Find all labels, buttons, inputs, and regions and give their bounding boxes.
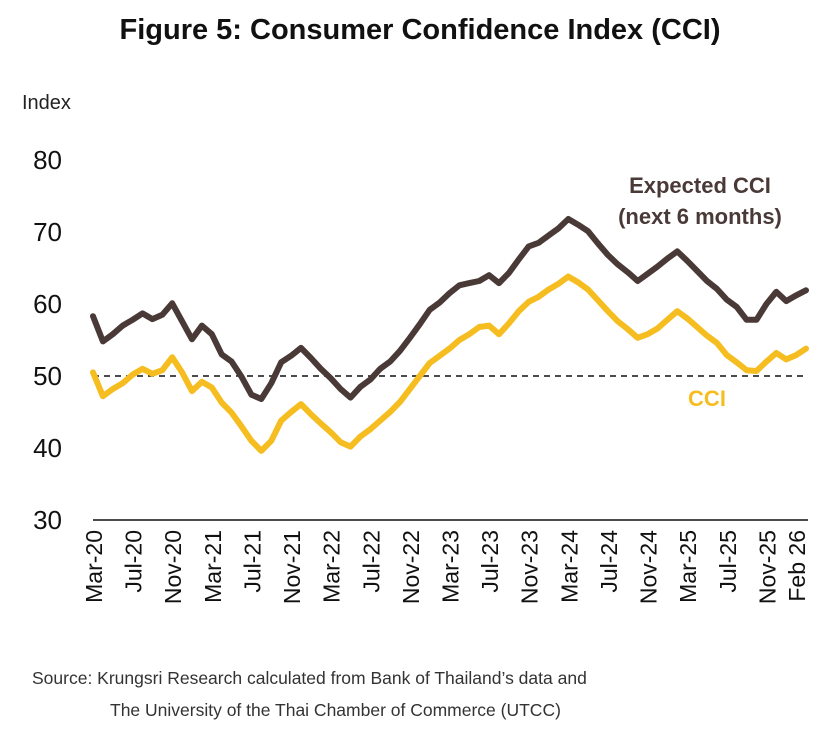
y-tick-labels: 30 40 50 60 70 80 (33, 145, 62, 535)
x-tick-label: Jul-21 (239, 530, 265, 593)
x-tick-label: Nov-21 (279, 530, 305, 604)
expected-cci-line (90, 216, 809, 402)
y-axis-label: Index (22, 92, 71, 114)
source-line-1: Source: Krungsri Research calculated fro… (32, 668, 587, 688)
y-tick-label: 30 (33, 505, 62, 535)
x-tick-labels: Mar-20 Jul-20 Nov-20 Mar-21 Jul-21 Nov-21 Mar-… (81, 530, 810, 604)
y-tick-label: 40 (33, 433, 62, 463)
x-tick-label: Jul-20 (121, 530, 147, 593)
expected-cci-annotation-sub: (next 6 months) (618, 204, 782, 229)
x-tick-label: Mar-24 (556, 530, 582, 603)
x-tick-label: Jul-23 (477, 530, 503, 593)
x-tick-label: Mar-22 (319, 530, 345, 603)
x-tick-label: Nov-22 (398, 530, 424, 604)
x-tick-label: Mar-20 (81, 530, 107, 603)
x-tick-label: Feb 26 (784, 530, 810, 602)
y-tick-label: 70 (33, 217, 62, 247)
y-tick-label: 60 (33, 289, 62, 319)
x-tick-label: Nov-23 (517, 530, 543, 604)
cci-line (90, 273, 809, 454)
x-tick-label: Mar-21 (200, 530, 226, 603)
x-tick-label: Nov-25 (754, 530, 780, 604)
expected-cci-annotation: Expected CCI (629, 173, 771, 198)
y-tick-label: 50 (33, 361, 62, 391)
x-tick-label: Jul-22 (358, 530, 384, 593)
source-line-2: The University of the Thai Chamber of Co… (110, 700, 561, 720)
series-lines (90, 216, 809, 454)
x-tick-label: Nov-24 (636, 530, 662, 604)
x-tick-label: Mar-23 (438, 530, 464, 603)
x-tick-label: Jul-24 (596, 530, 622, 593)
x-tick-label: Jul-25 (715, 530, 741, 593)
x-tick-label: Mar-25 (675, 530, 701, 603)
x-tick-label: Nov-20 (160, 530, 186, 604)
y-tick-label: 80 (33, 145, 62, 175)
chart-title: Figure 5: Consumer Confidence Index (CCI… (119, 14, 721, 46)
cci-annotation: CCI (688, 386, 726, 411)
